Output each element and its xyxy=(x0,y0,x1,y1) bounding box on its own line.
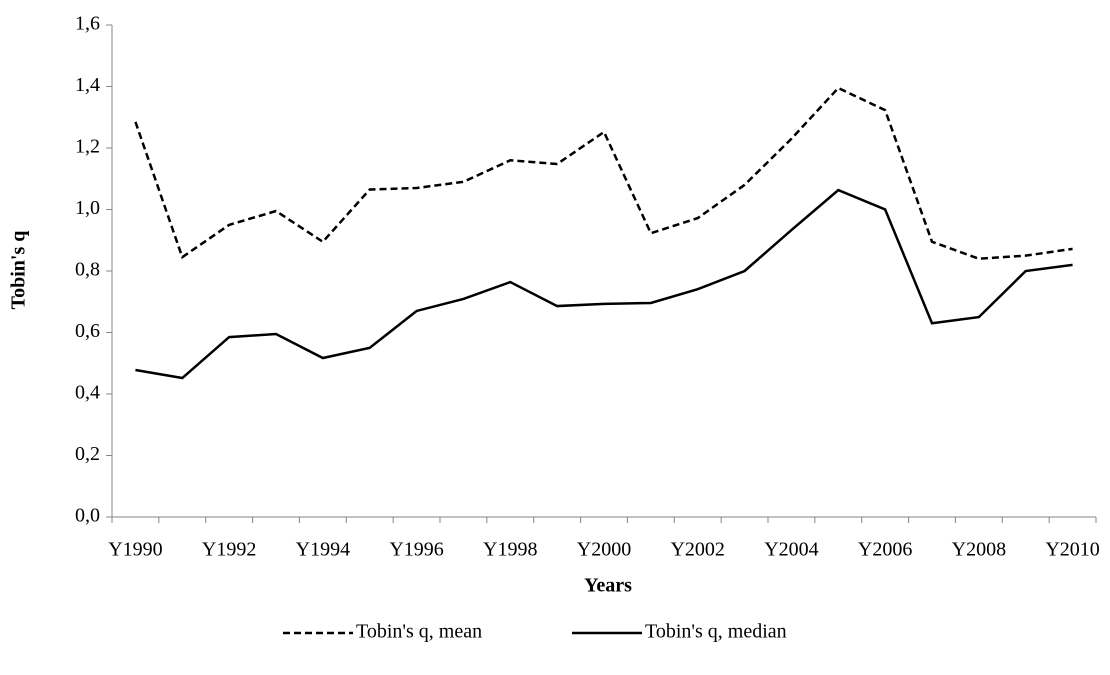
y-tick-label: 0,8 xyxy=(75,259,100,281)
x-tick-label: Y1994 xyxy=(296,539,350,561)
x-tick-label: Y1996 xyxy=(389,539,443,561)
y-tick-label: 0,4 xyxy=(75,382,100,404)
x-tick-label: Y2002 xyxy=(670,539,724,561)
legend-label: Tobin's q, median xyxy=(645,621,787,643)
y-tick-label: 1,0 xyxy=(75,197,100,219)
x-tick-label: Y2010 xyxy=(1045,539,1099,561)
x-tick-label: Y1992 xyxy=(202,539,256,561)
y-tick-label: 1,6 xyxy=(75,13,100,35)
x-tick-label: Y2000 xyxy=(577,539,631,561)
legend-label: Tobin's q, mean xyxy=(356,621,482,643)
x-axis-title: Years xyxy=(584,575,632,597)
x-tick-label: Y2004 xyxy=(764,539,818,561)
x-tick-label: Y2006 xyxy=(858,539,912,561)
line-series xyxy=(134,86,1073,260)
line-series xyxy=(135,188,1073,380)
y-axis-title: Tobin's q xyxy=(8,231,30,310)
y-tick-label: 0,6 xyxy=(75,320,100,342)
x-tick-label: Y1998 xyxy=(483,539,537,561)
x-tick-label: Y2008 xyxy=(952,539,1006,561)
x-tick-label: Y1990 xyxy=(108,539,162,561)
y-tick-label: 0,2 xyxy=(75,443,100,465)
y-tick-label: 1,2 xyxy=(75,136,100,158)
y-tick-label: 1,4 xyxy=(75,74,100,96)
y-tick-label: 0,0 xyxy=(75,505,100,527)
